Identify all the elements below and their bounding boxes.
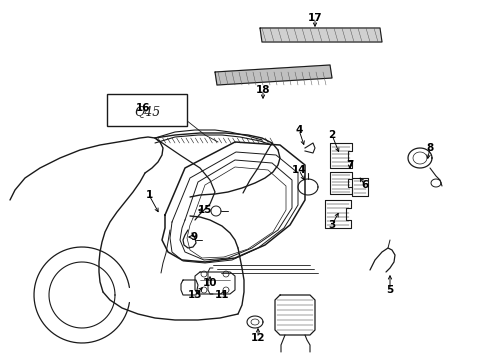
Text: 12: 12 <box>251 333 265 343</box>
Polygon shape <box>260 28 382 42</box>
Text: 6: 6 <box>361 180 368 190</box>
Text: 18: 18 <box>256 85 270 95</box>
Text: 11: 11 <box>215 290 229 300</box>
Text: 8: 8 <box>426 143 434 153</box>
Text: 16: 16 <box>136 103 150 113</box>
Text: 10: 10 <box>203 278 217 288</box>
FancyBboxPatch shape <box>107 94 187 126</box>
Text: 1: 1 <box>146 190 152 200</box>
Text: Q45: Q45 <box>134 105 160 118</box>
Text: 3: 3 <box>328 220 336 230</box>
Text: 15: 15 <box>198 205 212 215</box>
Text: 9: 9 <box>191 232 197 242</box>
Polygon shape <box>215 65 332 85</box>
Text: 5: 5 <box>387 285 393 295</box>
Text: 13: 13 <box>188 290 202 300</box>
Text: 7: 7 <box>346 160 354 170</box>
Text: 4: 4 <box>295 125 303 135</box>
Text: 14: 14 <box>292 165 306 175</box>
Text: 17: 17 <box>308 13 322 23</box>
Text: 2: 2 <box>328 130 336 140</box>
